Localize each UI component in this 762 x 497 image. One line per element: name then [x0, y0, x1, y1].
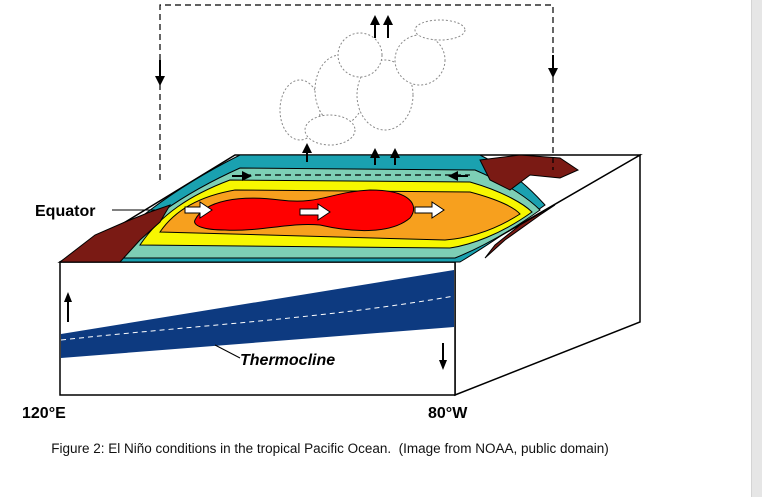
el-nino-diagram: Equator Thermocline 120°E 80°W — [22, 4, 643, 422]
thermocline-leader — [214, 344, 241, 359]
current-arrows — [184, 201, 445, 221]
thermocline-line — [60, 295, 455, 341]
scrollbar[interactable] — [751, 0, 762, 497]
west-longitude: 120°E — [22, 405, 66, 422]
land-east-south — [484, 204, 556, 259]
thermocline-layer — [61, 270, 454, 358]
figure-caption: Figure 2: El Niño conditions in the trop… — [51, 441, 609, 456]
land-west — [58, 204, 172, 263]
east-longitude: 80°W — [428, 405, 468, 422]
circulation-arrows — [64, 15, 558, 370]
walker-circulation — [159, 4, 554, 180]
equator-label: Equator — [35, 203, 95, 220]
land-east — [479, 154, 580, 191]
thermocline-label: Thermocline — [240, 352, 335, 369]
clouds — [279, 19, 466, 146]
